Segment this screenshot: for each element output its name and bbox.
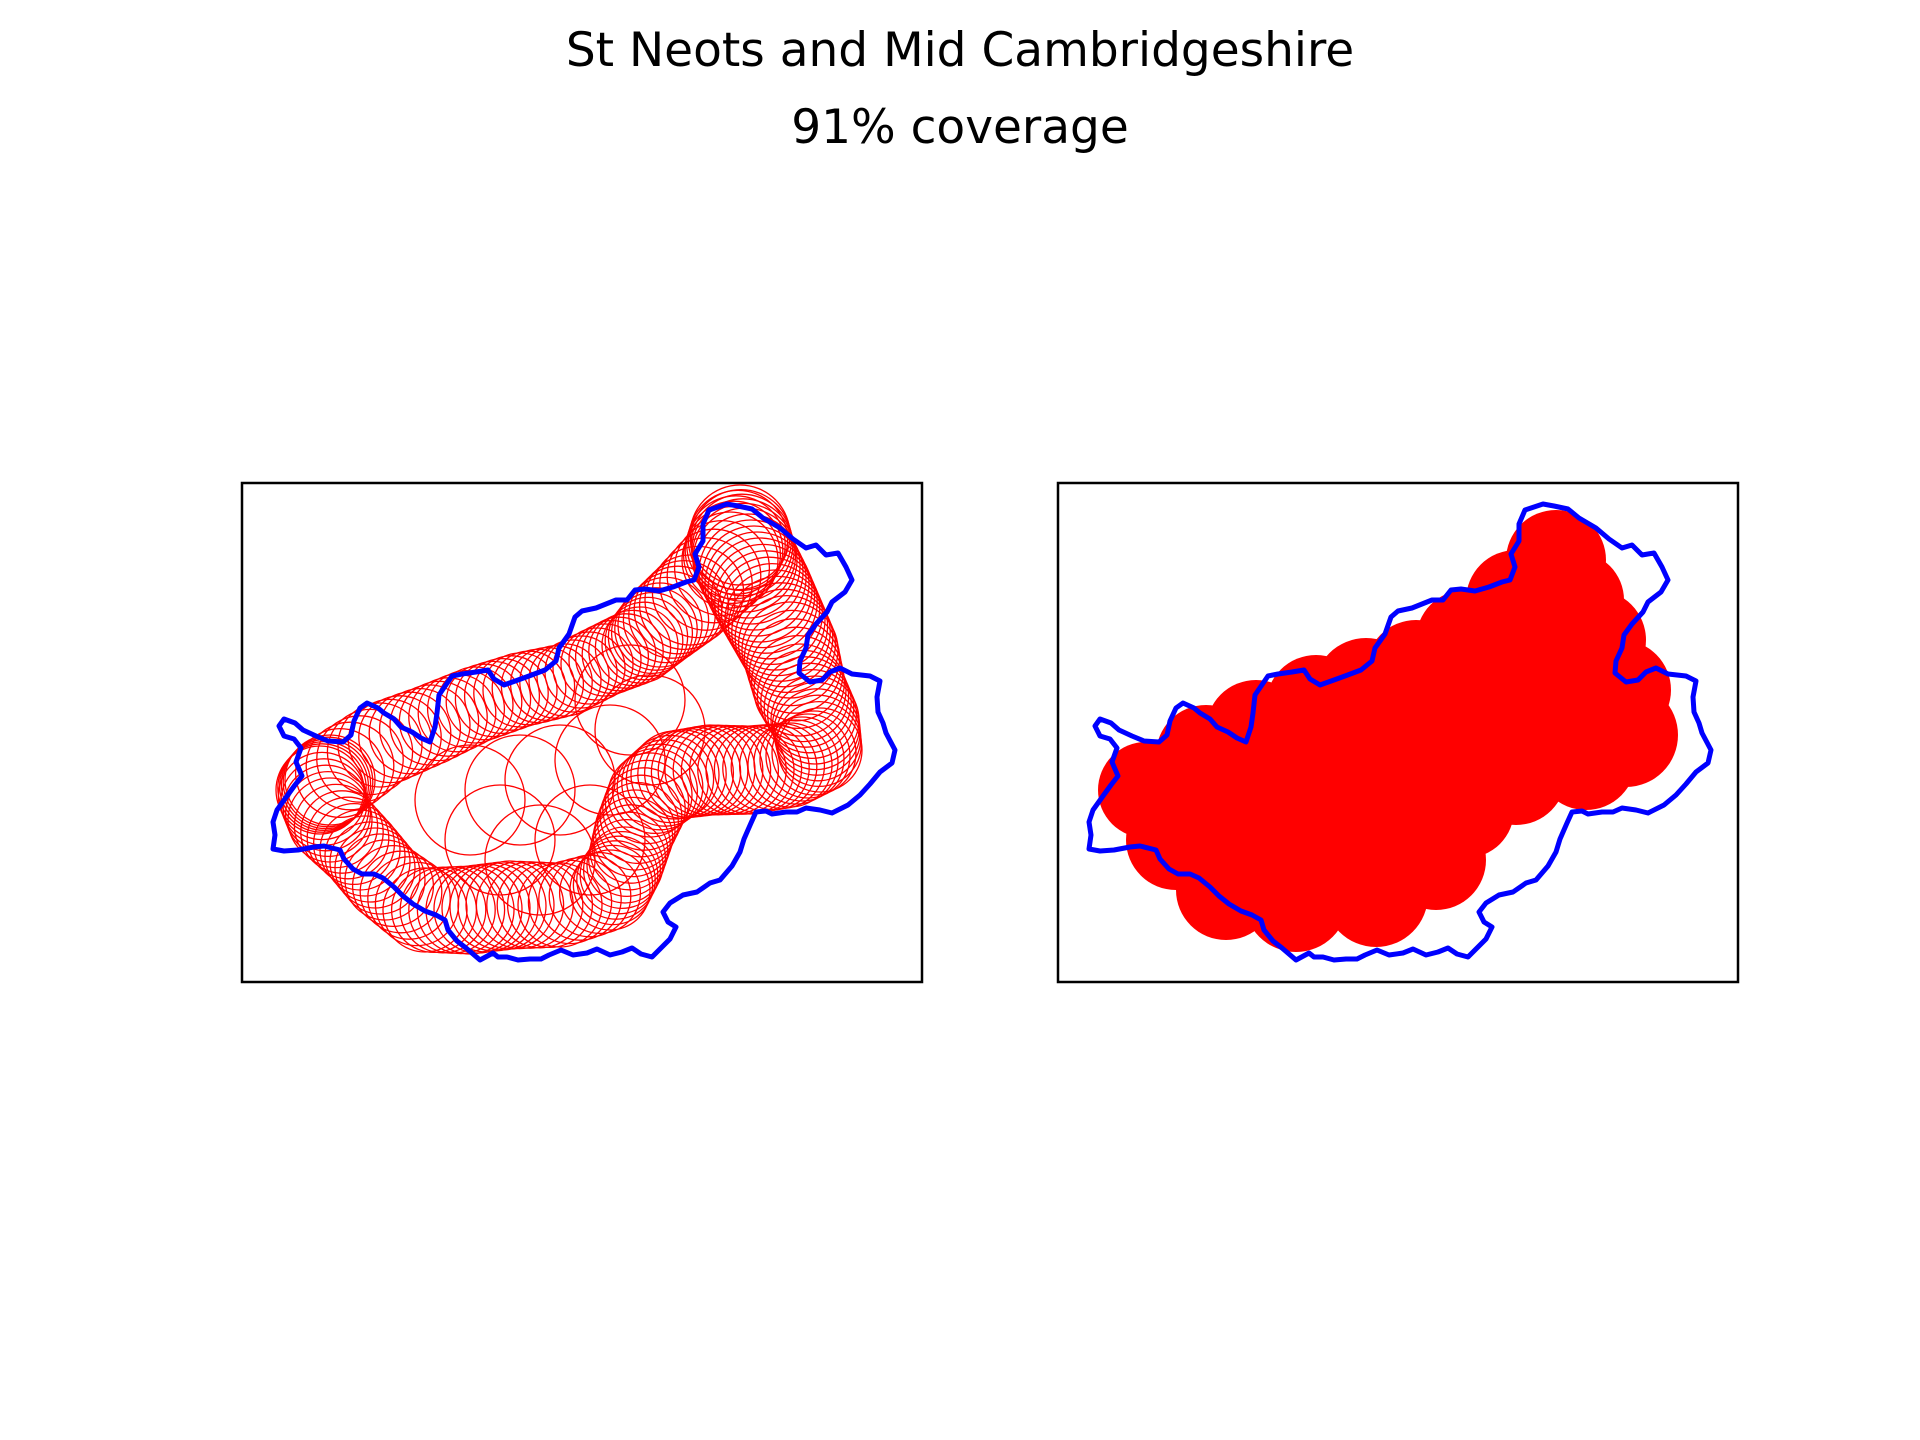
coverage-circle-outline [491,650,567,726]
coverage-circle-filled [1196,750,1336,890]
coverage-circle-outline [684,500,784,600]
coverage-circle-outline [277,743,367,833]
coverage-circle-outline [282,764,370,852]
coverage-circle-outline [586,826,664,904]
coverage-circle-outline [687,489,789,591]
coverage-circle-outline [444,784,556,896]
coverage-circle-outline [484,804,596,916]
coverage-circle-outline [691,502,797,608]
coverage-circle-outline [753,643,847,737]
coverage-circle-outline [337,702,423,788]
coverage-circle-outline [368,691,452,775]
left-panel-frame [240,481,924,984]
coverage-circle-outline [695,513,801,619]
coverage-circle-filled [1316,780,1436,900]
outline-panel [240,481,924,984]
coverage-circle-outline [554,704,666,816]
coverage-circle-outline [305,721,395,811]
coverage-circle-outline [538,857,622,941]
coverage-circle-outline [464,734,576,846]
coverage-circle-outline [282,736,374,828]
coverage-circle-outline [594,674,706,786]
coverage-circle-outline [517,862,603,948]
coverage-circle-outline [527,859,613,945]
coverage-circle-outline [294,727,386,819]
coverage-circle-outline [528,643,602,717]
coverage-circle-outline [594,789,676,871]
coverage-circle-outline [592,796,674,878]
coverage-circle-outline [339,833,421,915]
coverage-circle-outline [574,644,686,756]
coverage-circle-outline [344,839,426,921]
coverage-circle-outline [759,716,845,802]
coverage-circle-outline [731,582,831,682]
coverage-circle-outline [482,652,558,728]
coverage-circle-outline [382,867,468,953]
coverage-circle-filled [1436,660,1556,780]
coverage-circle-outline [414,744,526,856]
coverage-subtitle: 91% coverage [791,100,1129,155]
coverage-circle-outline [275,745,365,835]
coverage-circle-outline [426,669,506,749]
coverage-circle-outline [604,759,690,845]
coverage-circle-outline [622,576,710,664]
coverage-circle-outline [454,660,532,738]
coverage-circle-outline [621,739,709,827]
coverage-circle-outline [536,639,610,713]
coverage-circle-outline [306,796,390,880]
coverage-circle-outline [587,818,667,898]
coverage-circle-outline [534,784,646,896]
coverage-circle-outline [300,790,384,874]
coverage-circle-outline [765,713,851,799]
coverage-circle-outline [351,844,435,928]
coverage-circle-outline [445,663,523,741]
coverage-circle-outline [568,623,642,697]
coverage-circle-outline [666,528,762,624]
coverage-circle-outline [548,854,632,938]
coverage-circle-outline [486,861,574,949]
coverage-circle-outline [504,724,616,836]
coverage-circle-outline [367,856,451,940]
coverage-circle-outline [558,851,642,935]
coverage-circle-outline [378,687,462,771]
coverage-circle-outline [760,656,852,748]
coverage-circle-outline [690,493,794,597]
coverage-circle-outline [616,743,704,831]
coverage-circle-outline [681,511,779,609]
figure-title: St Neots and Mid Cambridgeshire [565,23,1355,78]
coverage-circle-outline [604,601,684,681]
coverage-circle-outline [777,707,863,793]
coverage-circle-outline [359,850,443,934]
coverage-circle-outline [763,662,855,754]
coverage-circle-outline [463,657,541,735]
filled-panel [1056,481,1740,984]
coverage-circle-outline [750,634,846,730]
coverage-circle-outline [358,695,442,779]
coverage-circle-outline [374,861,460,947]
coverage-circle-outline [399,866,487,954]
coverage-circle-outline [416,865,506,955]
coverage-circle-outline [771,710,857,796]
